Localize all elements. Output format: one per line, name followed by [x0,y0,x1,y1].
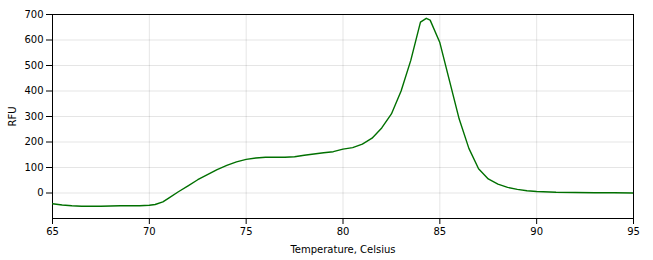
svg-text:700: 700 [24,9,43,20]
svg-text:75: 75 [240,226,253,237]
svg-text:200: 200 [24,136,43,147]
svg-text:90: 90 [530,226,543,237]
svg-text:600: 600 [24,34,43,45]
svg-text:70: 70 [143,226,156,237]
svg-text:400: 400 [24,85,43,96]
svg-text:500: 500 [24,60,43,71]
svg-text:100: 100 [24,162,43,173]
svg-text:95: 95 [627,226,640,237]
svg-text:80: 80 [337,226,350,237]
svg-text:85: 85 [433,226,446,237]
svg-text:RFU: RFU [7,106,18,126]
svg-text:300: 300 [24,111,43,122]
svg-text:Temperature, Celsius: Temperature, Celsius [289,244,395,255]
svg-text:0: 0 [37,187,43,198]
svg-text:65: 65 [46,226,59,237]
